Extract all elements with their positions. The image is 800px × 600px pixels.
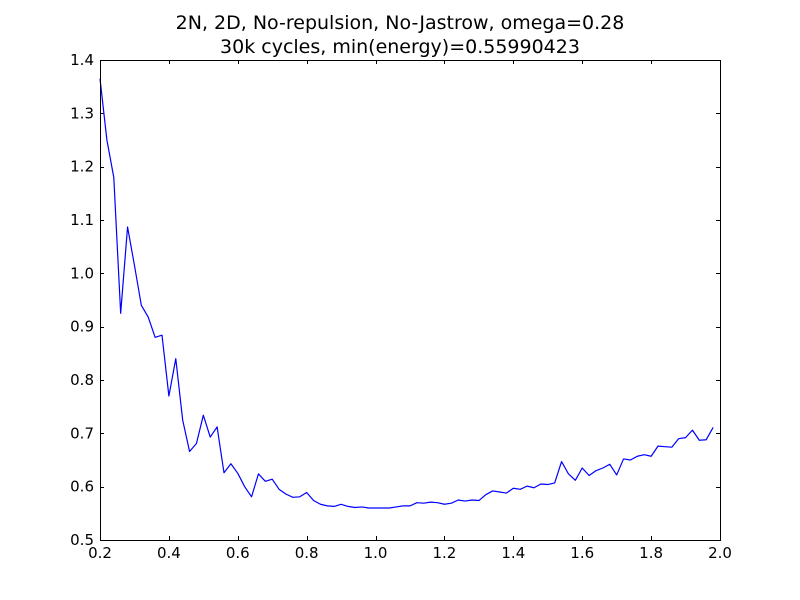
x-tick-label: 1.2: [433, 544, 457, 562]
series-line-0: [99, 78, 714, 509]
y-tick-label: 1.0: [70, 264, 94, 282]
x-tick-label: 1.6: [570, 544, 594, 562]
y-tick-label: 1.2: [70, 158, 94, 176]
y-tick-label: 1.4: [70, 51, 94, 69]
y-tick-label: 1.3: [70, 104, 94, 122]
axis-ticks: [100, 60, 721, 541]
x-tick-label: 1.8: [639, 544, 663, 562]
y-tick-label: 0.6: [70, 478, 94, 496]
chart-title-line-2: 30k cycles, min(energy)=0.55990423: [220, 36, 580, 58]
y-tick-label: 0.8: [70, 371, 94, 389]
x-tick-label: 0.8: [295, 544, 319, 562]
y-tick-label: 0.7: [70, 424, 94, 442]
axis-tick-labels: 0.2 0.4 0.6 0.8 1.0 1.2 1.4 1.6 1.8 2.0 0.5 0.6 0.7 0…: [70, 51, 732, 562]
chart-title-line-1: 2N, 2D, No-repulsion, No-Jastrow, omega=…: [175, 12, 625, 34]
plot-frame: [100, 60, 721, 541]
x-tick-label: 1.4: [501, 544, 525, 562]
y-tick-label: 1.1: [70, 211, 94, 229]
x-tick-label: 1.0: [364, 544, 388, 562]
y-tick-label: 0.9: [70, 318, 94, 336]
x-tick-label: 0.6: [226, 544, 250, 562]
y-tick-label: 0.5: [70, 531, 94, 549]
x-tick-label: 2.0: [708, 544, 732, 562]
series-layer: [99, 78, 714, 509]
x-tick-label: 0.4: [157, 544, 181, 562]
x-tick-label: 0.2: [88, 544, 112, 562]
